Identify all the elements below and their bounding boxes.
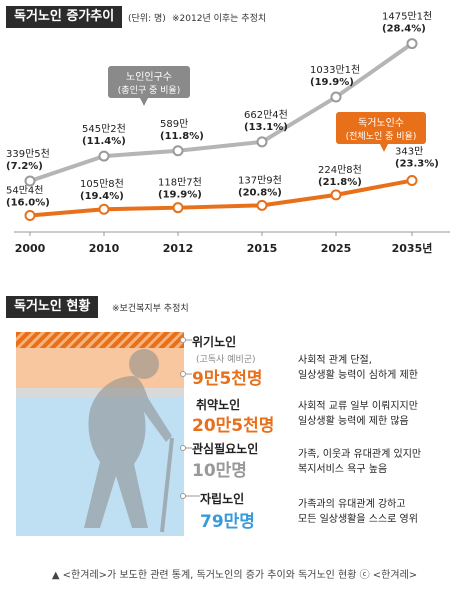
desc-independent: 가족과의 유대관계 강하고 모든 일상생활을 스스로 영위 [298, 499, 418, 525]
status-note: ※보건복지부 추정치 [112, 304, 189, 314]
unit-note: (단위: 명) [128, 14, 166, 24]
estimate-note: ※2012년 이후는 추정치 [172, 14, 267, 24]
ratio-label: (13.1%) [244, 122, 288, 133]
value-label: 118만7천 [158, 177, 202, 189]
ratio-label: (19.9%) [158, 190, 202, 201]
legend-alone-sub: (전체노인 중 비율) [346, 131, 417, 142]
ratio-label: (19.4%) [80, 191, 124, 202]
value-label: 589만 [160, 118, 188, 130]
x-tick-label: 2025 [321, 242, 352, 255]
ratio-label: (7.2%) [6, 161, 43, 172]
data-point [172, 202, 184, 214]
ratio-label: (20.8%) [238, 187, 282, 198]
line-chart: 2000 2010 2012 2015 2025 2035년 339만5천(7.2%) 545… [6, 11, 450, 255]
data-point [406, 175, 418, 187]
category-crisis: 위기노인 [192, 335, 237, 349]
data-point [24, 175, 36, 187]
value-label: 1475만1천 [382, 11, 432, 23]
legend-box-alone [336, 112, 426, 144]
data-point [256, 199, 268, 211]
ratio-label: (21.8%) [318, 177, 362, 188]
elderly-silhouette-icon [84, 349, 174, 533]
count-independent: 79만명 [200, 512, 255, 532]
ratio-label: (11.4%) [82, 136, 126, 147]
connector-lines [180, 337, 200, 499]
series-line-1 [29, 178, 413, 218]
data-point [98, 150, 110, 162]
data-point [406, 38, 418, 50]
series-line-0 [29, 41, 414, 183]
desc-crisis: 사회적 관계 단절, 일상생활 능력이 심하게 제한 [298, 355, 418, 381]
value-label: 54만4천 [6, 184, 44, 196]
x-tick-label: 2015 [247, 242, 278, 255]
desc-attention: 가족, 이웃과 유대관계 있지만 복지서비스 욕구 높음 [298, 449, 422, 475]
legend-elderly-sub: (총인구 중 비율) [118, 85, 180, 96]
x-tick-label: 2035년 [392, 241, 433, 255]
value-label: 343만 [395, 146, 423, 158]
x-tick-label: 2010 [89, 242, 120, 255]
category-vulnerable: 취약노인 [196, 398, 241, 412]
ratio-label: (16.0%) [6, 197, 50, 208]
ratio-label: (11.8%) [160, 131, 204, 142]
count-vulnerable: 20만5천명 [192, 416, 275, 436]
data-point [330, 91, 342, 103]
category-crisis-sub: (고독사 예비군) [196, 355, 256, 365]
status-title: 독거노인 현황 [6, 296, 99, 318]
caption: ▲ <한겨레>가 보도한 관련 통계, 독거노인의 증가 추이와 독거노인 현황… [51, 570, 418, 581]
category-attention: 관심필요노인 [192, 442, 259, 456]
status-panel [16, 332, 184, 536]
legend-alone-name: 독거노인수 [358, 117, 404, 129]
value-label: 137만9천 [238, 174, 282, 186]
data-point [256, 136, 268, 148]
ratio-label: (28.4%) [382, 24, 426, 35]
data-point [330, 189, 342, 201]
category-independent: 자립노인 [200, 492, 245, 506]
crisis-band [16, 332, 184, 348]
x-tick-label: 2012 [163, 242, 194, 255]
value-label: 224만8천 [318, 164, 362, 176]
legend-pointer-alone [380, 144, 388, 152]
data-point [24, 209, 36, 221]
value-label: 1033만1천 [310, 64, 360, 76]
value-label: 339만5천 [6, 148, 50, 160]
count-crisis: 9만5천명 [192, 369, 263, 389]
data-point [98, 203, 110, 215]
legend-pointer-elderly [140, 98, 148, 106]
count-attention: 10만명 [192, 461, 247, 481]
legend-elderly-name: 노인인구수 [126, 71, 172, 83]
desc-vulnerable: 사회적 교류 일부 이뤄지지만 일상생활 능력에 제한 많음 [298, 401, 418, 427]
value-label: 545만2천 [82, 123, 126, 135]
data-point [172, 145, 184, 157]
ratio-label: (19.9%) [310, 77, 354, 88]
ratio-label: (23.3%) [395, 159, 439, 170]
legend-box-elderly [108, 66, 190, 98]
value-label: 105만8천 [80, 178, 124, 190]
x-tick-label: 2000 [15, 242, 46, 255]
chart-title: 독거노인 증가추이 [6, 6, 123, 28]
value-label: 662만4천 [244, 109, 288, 121]
